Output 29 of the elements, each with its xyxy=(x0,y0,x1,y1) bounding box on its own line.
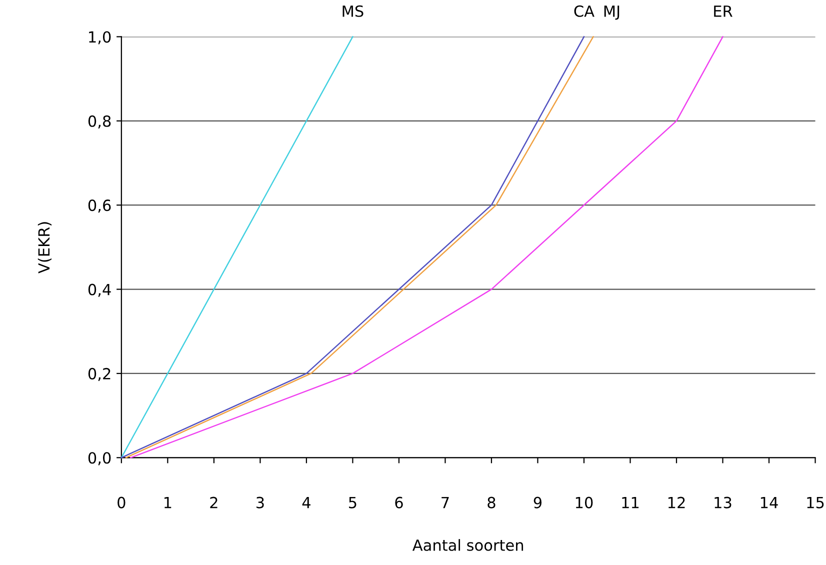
x-tick-label: 11 xyxy=(622,497,639,508)
x-tick-label: 1 xyxy=(164,497,172,508)
x-tick-label: 7 xyxy=(442,497,449,508)
y-axis-title: V(EKR) xyxy=(38,222,52,274)
y-tick-label: 0,6 xyxy=(88,200,111,213)
x-axis-title: Aantal soorten xyxy=(412,539,524,551)
x-tick-label: 0 xyxy=(118,496,126,508)
y-tick-label: 0,4 xyxy=(88,284,111,297)
series-label: MJ xyxy=(604,6,620,20)
y-tick-label: 1,0 xyxy=(89,31,111,44)
x-tick-label: 3 xyxy=(256,496,264,508)
x-tick-label: 8 xyxy=(488,496,496,508)
x-tick-label: 4 xyxy=(302,497,310,508)
y-tick-label: 0,0 xyxy=(88,452,111,466)
x-tick-label: 2 xyxy=(210,496,218,508)
x-tick-label: 10 xyxy=(576,496,593,508)
x-tick-label: 5 xyxy=(349,497,356,508)
x-tick-label: 9 xyxy=(534,496,542,508)
y-tick-label: 0,8 xyxy=(88,115,111,128)
x-tick-label: 13 xyxy=(714,496,732,508)
x-tick-label: 15 xyxy=(807,497,824,508)
y-tick-label: 0,2 xyxy=(88,368,110,382)
x-tick-label: 14 xyxy=(760,497,778,508)
series-label: CA xyxy=(574,5,594,17)
series-label: MS xyxy=(342,5,364,17)
x-tick-label: 12 xyxy=(668,496,685,508)
x-tick-label: 6 xyxy=(395,496,403,508)
line-series xyxy=(130,36,724,458)
series-label: ER xyxy=(714,6,732,17)
